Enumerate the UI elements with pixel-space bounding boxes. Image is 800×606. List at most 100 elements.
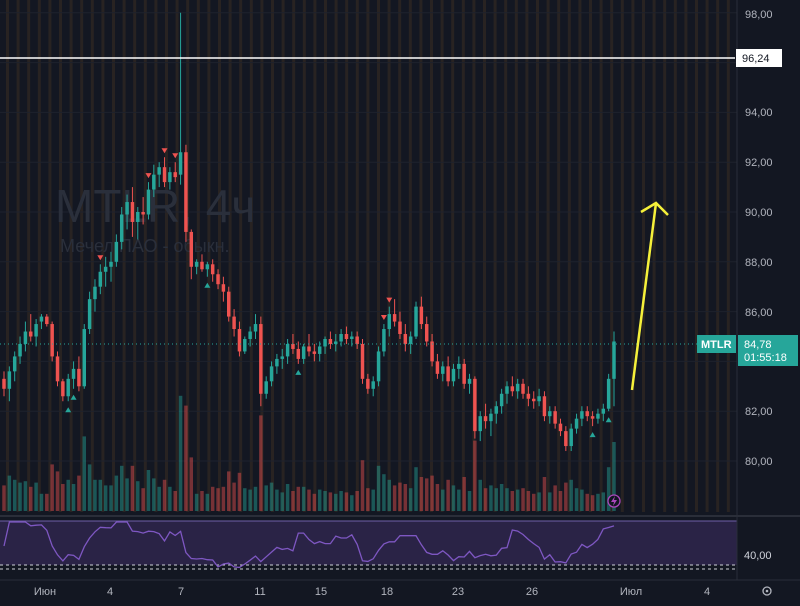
session-band bbox=[366, 0, 370, 512]
sell-marker bbox=[386, 297, 393, 303]
candle-body bbox=[87, 299, 92, 330]
candle-body bbox=[7, 371, 12, 389]
candle-body bbox=[162, 167, 167, 183]
candle-body bbox=[136, 212, 140, 222]
price-axis-label: 94,00 bbox=[745, 107, 773, 119]
horizontal-line-label-bg bbox=[736, 49, 782, 67]
price-axis-label: 86,00 bbox=[745, 307, 773, 319]
candle-body bbox=[419, 306, 424, 325]
time-axis-label: 18 bbox=[381, 586, 393, 598]
volume-bar bbox=[82, 436, 87, 511]
candle-body bbox=[596, 413, 600, 419]
volume-bar bbox=[451, 485, 456, 511]
session-band bbox=[377, 0, 380, 512]
volume-bar bbox=[328, 492, 333, 511]
candle-body bbox=[387, 314, 392, 330]
candle-body bbox=[446, 366, 450, 382]
session-band bbox=[589, 0, 592, 512]
candle-body bbox=[301, 346, 306, 359]
volume-bar bbox=[205, 493, 210, 511]
volume-bar bbox=[285, 484, 290, 511]
candle-body bbox=[243, 338, 247, 352]
volume-bar bbox=[489, 485, 493, 511]
volume-bar bbox=[494, 488, 499, 511]
candle-body bbox=[312, 351, 317, 354]
candle-body bbox=[441, 366, 445, 374]
settings-icon[interactable] bbox=[762, 586, 772, 596]
volume-bar bbox=[537, 492, 541, 511]
symbol-tag: MTLR bbox=[701, 339, 732, 351]
candle-body bbox=[189, 231, 194, 267]
volume-bar bbox=[184, 405, 188, 511]
session-band bbox=[37, 0, 41, 512]
volume-bar bbox=[334, 493, 338, 511]
candle-body bbox=[29, 331, 33, 337]
volume-bar bbox=[548, 492, 552, 511]
volume-bar bbox=[168, 486, 172, 511]
candle-body bbox=[232, 316, 236, 330]
price-axis-label: 90,00 bbox=[745, 207, 773, 219]
volume-bar bbox=[371, 489, 375, 511]
candle-body bbox=[494, 406, 499, 414]
volume-bar bbox=[446, 479, 450, 511]
volume-bar bbox=[39, 493, 44, 511]
sell-marker bbox=[380, 315, 387, 321]
candle-body bbox=[157, 167, 161, 175]
volume-bar bbox=[45, 493, 49, 511]
yellow-arrow-drawing[interactable] bbox=[630, 202, 658, 391]
candle-body bbox=[285, 343, 290, 357]
session-band bbox=[186, 0, 190, 512]
candle-body bbox=[109, 261, 113, 267]
session-band bbox=[165, 0, 168, 512]
session-band bbox=[48, 0, 52, 512]
session-band bbox=[695, 0, 698, 512]
volume-bar bbox=[301, 486, 306, 511]
candle-body bbox=[200, 261, 204, 270]
session-band bbox=[483, 0, 486, 512]
candle-body bbox=[119, 214, 124, 242]
sell-marker bbox=[161, 148, 168, 154]
volume-bar bbox=[564, 482, 568, 511]
candle-body bbox=[505, 386, 509, 394]
candle-body bbox=[259, 324, 263, 394]
volume-bar bbox=[264, 485, 268, 511]
volume-bar bbox=[114, 475, 119, 511]
candle-body bbox=[414, 306, 418, 337]
volume-bar bbox=[253, 486, 258, 511]
sell-marker bbox=[97, 255, 104, 261]
time-axis-label: Июл bbox=[620, 586, 642, 598]
candle-body bbox=[237, 329, 242, 352]
volume-bar bbox=[323, 491, 327, 511]
candle-body bbox=[280, 356, 284, 359]
volume-bar bbox=[226, 471, 231, 511]
session-band bbox=[271, 0, 274, 512]
price-axis[interactable]: 98,00 94,00 92,00 90,00 88,00 86,00 82,00 80,00 bbox=[745, 9, 773, 468]
lightning-icon[interactable] bbox=[607, 494, 621, 508]
volume-bar bbox=[430, 475, 434, 511]
volume-bar bbox=[526, 491, 531, 511]
volume-bar bbox=[360, 460, 365, 511]
candle-body bbox=[574, 418, 579, 429]
candle-body bbox=[392, 314, 397, 322]
volume-bar bbox=[403, 484, 408, 511]
volume-bars bbox=[2, 395, 616, 511]
volume-bar bbox=[200, 491, 204, 511]
volume-bar bbox=[237, 472, 242, 511]
session-band bbox=[398, 0, 402, 512]
session-band bbox=[154, 0, 158, 512]
candle-body bbox=[221, 284, 226, 292]
candle-body bbox=[2, 378, 6, 389]
candle-body bbox=[45, 316, 49, 325]
time-axis[interactable]: Июн 4 7 11 15 18 23 26 Июл 4 bbox=[34, 586, 710, 598]
volume-bar bbox=[71, 484, 76, 511]
volume-bar bbox=[419, 477, 424, 511]
volume-bar bbox=[612, 442, 616, 511]
yellow-arrow-head[interactable] bbox=[640, 201, 669, 216]
buy-marker bbox=[295, 369, 302, 375]
volume-bar bbox=[307, 489, 311, 511]
session-band bbox=[207, 0, 211, 512]
candle-body bbox=[424, 324, 429, 342]
volume-bar bbox=[232, 482, 236, 511]
volume-bar bbox=[462, 477, 466, 511]
